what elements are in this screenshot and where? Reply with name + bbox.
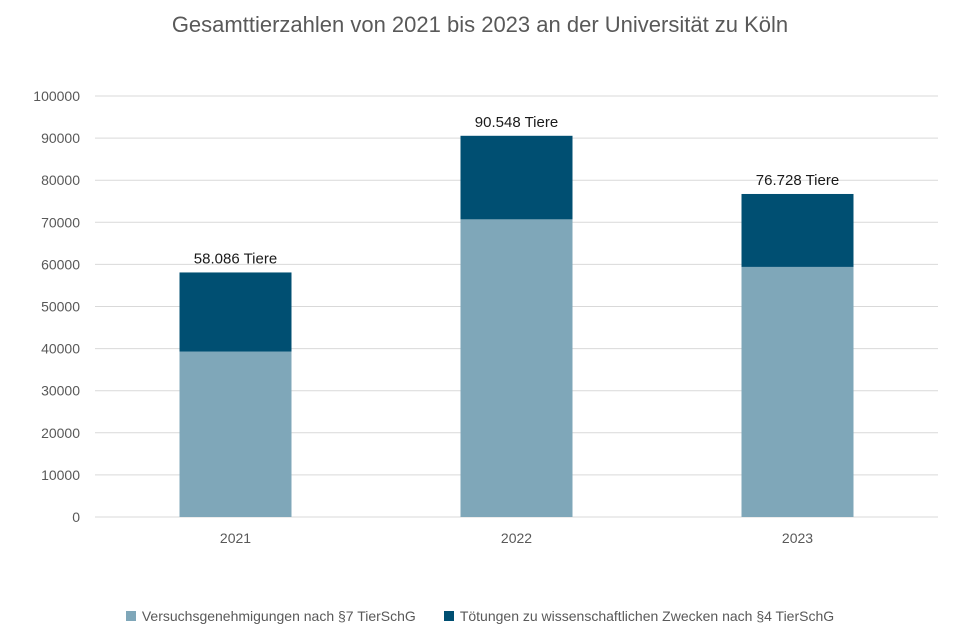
bar-segment-2023-0 (741, 266, 854, 517)
y-tick-label: 70000 (41, 214, 80, 230)
total-label: 76.728 Tiere (756, 172, 839, 189)
x-tick-label: 2023 (782, 530, 813, 546)
bar-segment-2023-1 (741, 193, 854, 267)
x-tick-label: 2021 (220, 530, 251, 546)
bar-segment-2022-0 (460, 219, 573, 517)
y-tick-label: 10000 (41, 467, 80, 483)
y-tick-label: 100000 (33, 88, 80, 104)
legend-label: Tötungen zu wissenschaftlichen Zwecken n… (459, 608, 835, 624)
legend-item-toetungen[interactable]: Tötungen zu wissenschaftlichen Zwecken n… (443, 608, 835, 624)
legend: Versuchsgenehmigungen nach §7 TierSchG T… (0, 608, 960, 624)
legend-swatch (443, 611, 454, 621)
y-tick-label: 30000 (41, 383, 80, 399)
total-label: 90.548 Tiere (475, 114, 558, 131)
y-tick-label: 80000 (41, 172, 80, 188)
bar-segment-2021-1 (179, 272, 292, 352)
y-tick-label: 0 (72, 509, 80, 525)
y-tick-label: 50000 (41, 299, 80, 315)
y-tick-label: 20000 (41, 425, 80, 441)
y-tick-label: 60000 (41, 256, 80, 272)
bar-segment-2022-1 (460, 135, 573, 220)
legend-item-versuchsgenehmigungen[interactable]: Versuchsgenehmigungen nach §7 TierSchG (125, 608, 416, 624)
y-tick-label: 40000 (41, 341, 80, 357)
bar-segment-2021-0 (179, 351, 292, 517)
x-tick-label: 2022 (501, 530, 532, 546)
legend-label: Versuchsgenehmigungen nach §7 TierSchG (141, 608, 416, 624)
total-label: 58.086 Tiere (194, 250, 277, 267)
chart-title: Gesamttierzahlen von 2021 bis 2023 an de… (171, 12, 789, 37)
y-tick-label: 90000 (41, 130, 80, 146)
legend-swatch (125, 611, 136, 621)
